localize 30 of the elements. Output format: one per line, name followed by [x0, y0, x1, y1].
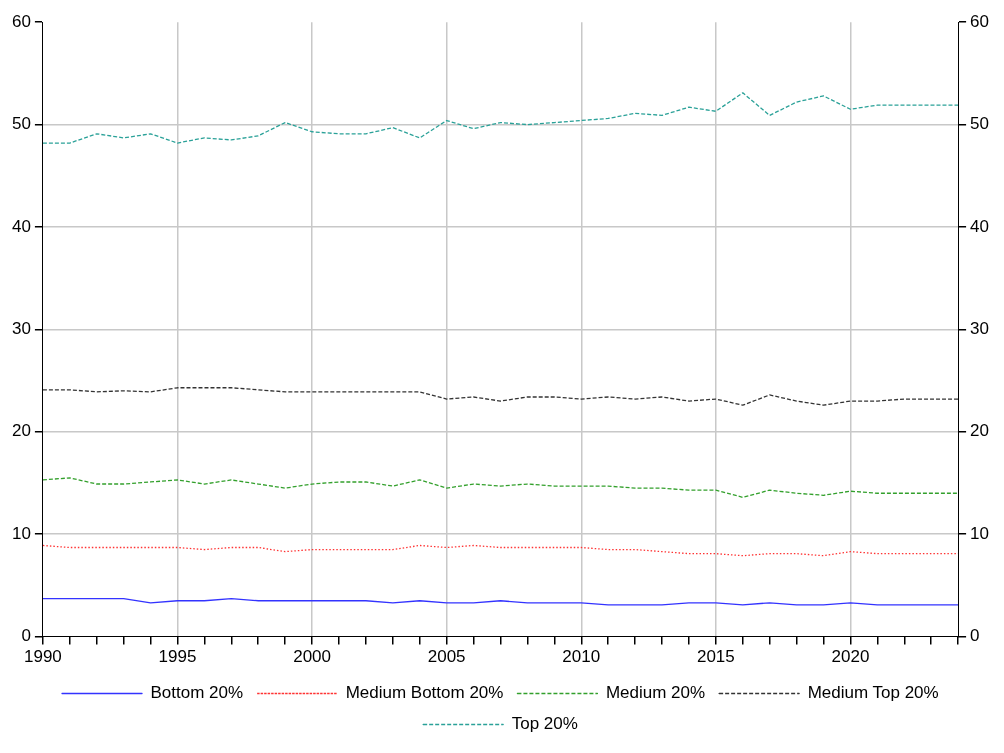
y2-tick-label: 50: [970, 114, 990, 134]
x-tick-label: 2000: [293, 647, 331, 667]
legend-label: Medium 20%: [605, 683, 706, 703]
x-tick-label: 2020: [831, 647, 870, 667]
y-tick-label: 40: [11, 216, 31, 236]
x-tick-label: 2010: [562, 647, 601, 667]
y-tick-label: 10: [11, 523, 31, 543]
legend-label: Top 20%: [511, 714, 578, 734]
legend-label: Medium Top 20%: [807, 683, 939, 703]
y-tick-label: 50: [11, 114, 31, 134]
line-series: [42, 387, 959, 406]
y2-tick-label: 10: [970, 523, 990, 543]
legend-label: Bottom 20%: [150, 683, 244, 703]
y-tick-label: 30: [11, 319, 31, 339]
legend-label: Medium Bottom 20%: [345, 683, 504, 703]
line-series: [42, 477, 959, 498]
x-tick-label: 1990: [24, 647, 62, 667]
x-tick-label: 2015: [696, 647, 735, 667]
line-series: [42, 544, 959, 557]
y2-tick-label: 40: [970, 216, 990, 236]
y2-tick-label: 20: [970, 421, 990, 441]
y-tick-label: 0: [21, 626, 31, 646]
x-tick-label: 1995: [158, 647, 197, 667]
y-tick-label: 60: [11, 11, 31, 31]
line-series: [42, 92, 959, 144]
y2-tick-label: 30: [970, 319, 990, 339]
y-tick-label: 20: [11, 421, 31, 441]
y2-tick-label: 60: [970, 11, 990, 31]
y2-tick-label: 0: [970, 626, 980, 646]
x-tick-label: 2005: [427, 647, 466, 667]
